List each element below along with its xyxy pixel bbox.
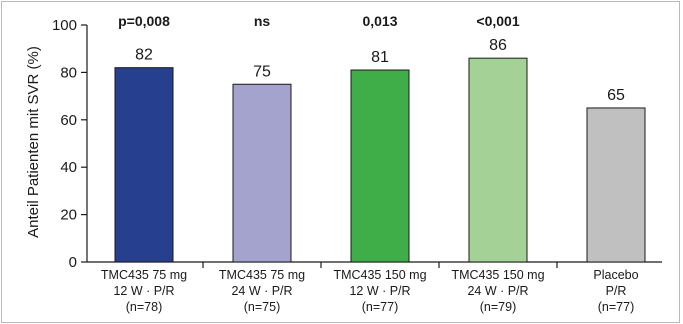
significance-label: p=0,008 bbox=[118, 13, 170, 29]
y-axis-label: Anteil Patienten mit SVR (%) bbox=[25, 46, 42, 238]
data-label: 75 bbox=[253, 63, 271, 80]
significance-label: 0,013 bbox=[362, 13, 397, 29]
bar bbox=[468, 57, 528, 263]
y-tick-label: 80 bbox=[60, 64, 77, 81]
significance-label: <0,001 bbox=[476, 13, 519, 29]
data-label: 65 bbox=[607, 87, 625, 104]
bar bbox=[232, 83, 292, 263]
y-tick-label: 0 bbox=[69, 254, 77, 271]
y-tick-label: 20 bbox=[60, 207, 77, 224]
x-tick-label: (n=77) bbox=[362, 300, 398, 314]
x-tick-label: TMC435 150 mg bbox=[451, 268, 544, 282]
x-tick-label: (n=79) bbox=[480, 300, 516, 314]
x-tick-label: TMC435 150 mg bbox=[333, 268, 426, 282]
x-tick-label: (n=75) bbox=[244, 300, 280, 314]
y-tick-label: 60 bbox=[60, 112, 77, 129]
x-tick-label: (n=78) bbox=[126, 300, 162, 314]
significance-label: ns bbox=[254, 13, 271, 29]
x-tick-label: (n=77) bbox=[598, 300, 634, 314]
x-tick-label: 24 W · P/R bbox=[467, 284, 528, 298]
x-tick-label: TMC435 75 mg bbox=[219, 268, 305, 282]
x-tick-label: P/R bbox=[606, 284, 627, 298]
x-tick-label: 12 W · P/R bbox=[113, 284, 174, 298]
x-tick-label: Placebo bbox=[593, 268, 638, 282]
x-tick-label: 12 W · P/R bbox=[349, 284, 410, 298]
x-tick-label: 24 W · P/R bbox=[231, 284, 292, 298]
y-tick-label: 40 bbox=[60, 159, 77, 176]
x-tick-label: TMC435 75 mg bbox=[101, 268, 187, 282]
y-tick-label: 100 bbox=[52, 17, 77, 34]
bar bbox=[586, 107, 646, 263]
data-label: 86 bbox=[489, 37, 507, 54]
bar bbox=[350, 69, 410, 263]
bar bbox=[114, 67, 174, 263]
data-label: 82 bbox=[135, 47, 153, 64]
data-label: 81 bbox=[371, 49, 389, 66]
